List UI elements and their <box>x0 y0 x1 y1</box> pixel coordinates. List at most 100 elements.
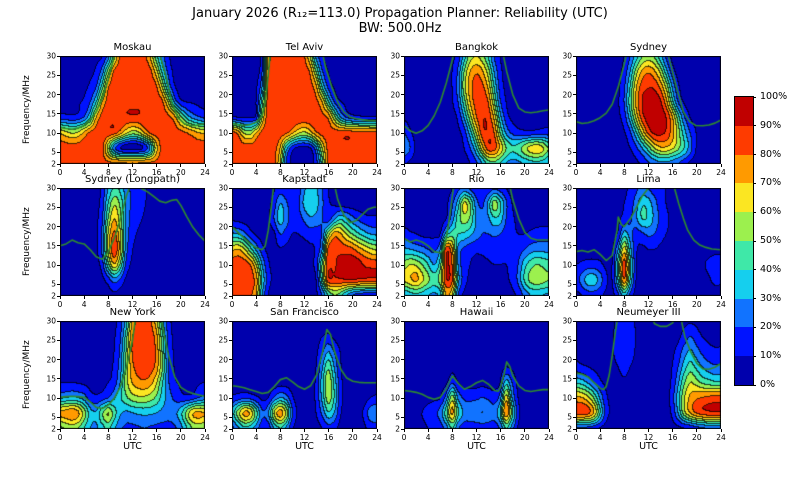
y-tick-mark <box>229 428 232 430</box>
y-tick-mark <box>573 245 576 247</box>
colorbar-tick <box>753 240 756 242</box>
y-tick-label: 30 <box>390 183 400 193</box>
x-tick-mark <box>672 164 674 167</box>
y-tick-mark <box>57 55 60 57</box>
y-axis-label: Frequency/MHz <box>22 75 32 145</box>
y-tick-label: 5 <box>395 412 400 422</box>
x-tick-label: 0 <box>401 433 407 442</box>
y-tick-label: 5 <box>567 412 572 422</box>
x-tick-label: 20 <box>176 433 186 442</box>
colorbar-tick <box>753 355 756 357</box>
x-tick-label: 16 <box>495 433 506 442</box>
y-tick-label: 25 <box>562 335 572 345</box>
x-tick-mark <box>107 164 109 167</box>
x-tick-mark <box>500 296 502 299</box>
x-tick-label: 4 <box>81 168 87 177</box>
y-tick-mark <box>229 74 232 76</box>
x-tick-mark <box>672 296 674 299</box>
y-tick-mark <box>229 55 232 57</box>
x-tick-mark <box>255 429 257 432</box>
subplot-rio: Rio 2 5 10 15 20 25 30 0 4 8 12 16 20 24 <box>390 174 553 309</box>
x-tick-mark <box>376 164 378 167</box>
x-tick-label: 24 <box>200 300 210 309</box>
x-axis-label: UTC <box>123 441 142 452</box>
x-tick-mark <box>403 429 405 432</box>
y-tick-mark <box>57 397 60 399</box>
colorbar-segment <box>735 269 753 299</box>
colorbar-tick <box>753 182 756 184</box>
y-tick-label: 15 <box>46 241 56 251</box>
x-tick-label: 8 <box>105 433 111 442</box>
x-tick-label: 20 <box>348 168 358 177</box>
x-tick-mark <box>548 164 550 167</box>
y-tick-mark <box>57 416 60 418</box>
y-tick-label: 10 <box>390 393 400 403</box>
reliability-colorbar: 0% 10% 20% 30% 40% 50% 60% 70% 80% 90% 100% <box>734 91 787 390</box>
subplot-title: Hawaii <box>459 307 494 318</box>
y-tick-mark <box>401 359 404 361</box>
subplot-title: Kapstadt <box>282 174 327 185</box>
y-tick-label: 15 <box>218 109 228 119</box>
colorbar-segment <box>735 241 753 270</box>
y-tick-label: 25 <box>218 202 228 212</box>
colorbar-label: 0% <box>760 379 776 390</box>
x-tick-mark <box>672 429 674 432</box>
y-tick-mark <box>401 264 404 266</box>
x-tick-mark <box>352 429 354 432</box>
colorbar-segment <box>735 125 753 155</box>
x-tick-label: 12 <box>643 300 654 309</box>
y-tick-label: 10 <box>46 260 56 270</box>
y-tick-label: 15 <box>562 109 572 119</box>
colorbar-tick <box>753 96 756 98</box>
y-tick-mark <box>573 428 576 430</box>
y-tick-mark <box>229 339 232 341</box>
x-tick-label: 12 <box>127 168 138 177</box>
x-tick-label: 24 <box>544 168 554 177</box>
x-tick-mark <box>599 296 601 299</box>
x-tick-mark <box>427 429 429 432</box>
y-tick-label: 30 <box>46 316 56 326</box>
x-tick-mark <box>132 296 133 299</box>
y-tick-mark <box>401 94 404 96</box>
y-axis-label: Frequency/MHz <box>22 207 32 277</box>
x-tick-label: 12 <box>299 433 310 442</box>
y-tick-mark <box>57 295 60 297</box>
colorbar-label: 60% <box>760 206 782 218</box>
y-tick-mark <box>57 226 60 228</box>
y-tick-label: 15 <box>390 241 400 251</box>
y-tick-mark <box>401 74 404 76</box>
y-tick-mark <box>57 320 60 322</box>
x-tick-label: 16 <box>323 300 334 309</box>
y-tick-label: 5 <box>567 279 572 289</box>
x-tick-label: 24 <box>544 433 554 442</box>
x-tick-mark <box>156 296 158 299</box>
x-tick-mark <box>476 164 477 167</box>
y-tick-label: 10 <box>562 128 572 138</box>
y-tick-mark <box>229 283 232 285</box>
colorbar-tick <box>753 154 756 156</box>
contour-canvas <box>404 321 549 429</box>
x-tick-mark <box>180 296 182 299</box>
y-tick-mark <box>573 187 576 189</box>
colorbar-label: 70% <box>760 177 782 189</box>
y-tick-mark <box>401 226 404 228</box>
y-tick-label: 5 <box>51 147 56 157</box>
y-tick-label: 15 <box>390 374 400 384</box>
subplot-hawaii: Hawaii 2 5 10 15 20 25 30 0 4 8 12 16 20 24 UTC <box>390 307 553 452</box>
y-tick-mark <box>573 295 576 297</box>
x-tick-label: 24 <box>372 300 382 309</box>
y-tick-label: 10 <box>46 393 56 403</box>
x-tick-mark <box>132 429 133 432</box>
y-tick-label: 25 <box>46 70 56 80</box>
colorbar-segment <box>735 356 753 385</box>
y-tick-mark <box>229 163 232 165</box>
y-tick-label: 30 <box>562 183 572 193</box>
x-tick-label: 20 <box>692 300 702 309</box>
x-tick-label: 8 <box>105 168 111 177</box>
x-tick-mark <box>304 429 305 432</box>
x-tick-label: 12 <box>299 300 310 309</box>
subplot-title: Sydney <box>629 42 668 53</box>
x-tick-mark <box>352 164 354 167</box>
subplot-title: Tel Aviv <box>285 42 324 53</box>
y-tick-mark <box>573 416 576 418</box>
